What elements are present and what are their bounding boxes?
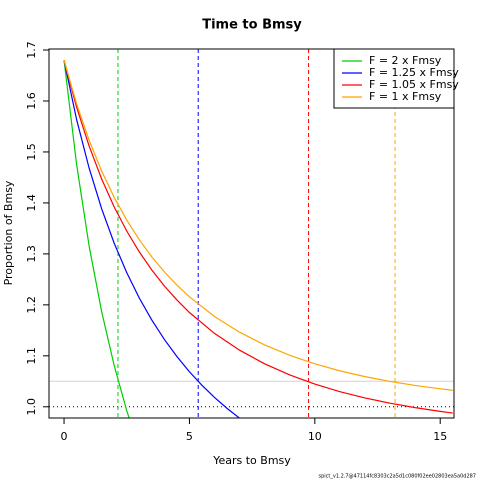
plot-area — [49, 49, 454, 418]
series-line — [63, 60, 453, 391]
series-line — [63, 60, 130, 418]
y-tick-label: 1.3 — [25, 245, 38, 262]
y-tick-label: 1.4 — [25, 194, 38, 212]
x-tick-label: 15 — [433, 430, 447, 443]
plot-frame — [48, 48, 455, 419]
legend-label: F = 1.25 x Fmsy — [369, 66, 459, 79]
y-tick-label: 1.1 — [25, 347, 38, 365]
legend-label: F = 1 x Fmsy — [369, 90, 442, 103]
x-tick-label: 5 — [186, 430, 193, 443]
x-tick-label: 0 — [61, 430, 68, 443]
y-tick-label: 1.2 — [25, 296, 38, 314]
x-axis-label: Years to Bmsy — [212, 454, 291, 467]
y-tick-label: 1.6 — [25, 92, 38, 110]
y-tick-label: 1.5 — [25, 143, 38, 161]
legend-box — [333, 48, 455, 109]
series-line — [63, 60, 453, 414]
y-axis-label: Proportion of Bmsy — [2, 180, 15, 285]
footer: spict_v1.2.7@47114fc8303c2a5d1c080f02ee0… — [319, 474, 477, 480]
series-line — [63, 60, 241, 418]
y-tick-label: 1.7 — [25, 41, 38, 59]
x-tick-label: 10 — [308, 430, 322, 443]
legend-label: F = 2 x Fmsy — [369, 54, 442, 67]
y-tick-label: 1.0 — [25, 398, 38, 416]
chart-title: Time to Bmsy — [202, 18, 302, 33]
legend-label: F = 1.05 x Fmsy — [369, 78, 459, 91]
